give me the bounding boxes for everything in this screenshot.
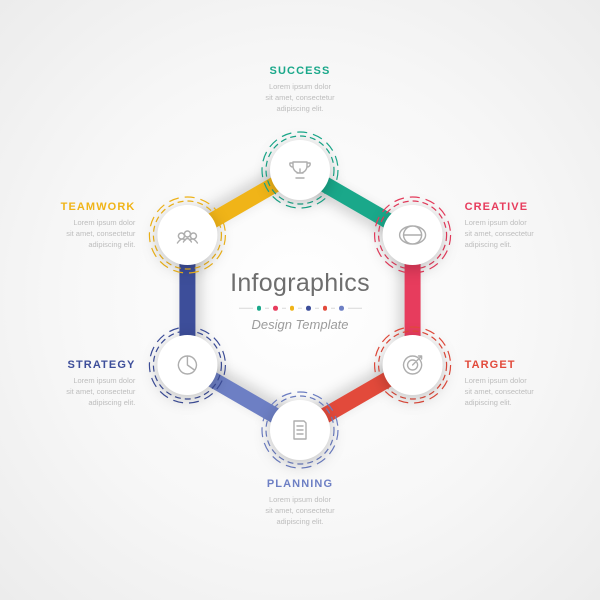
connector-strategy-teamwork: [179, 252, 195, 349]
connector-creative-target: [405, 252, 421, 349]
node-target: [375, 327, 451, 403]
center-title: Infographics: [200, 269, 400, 298]
node-strategy: [149, 327, 225, 403]
center-dotbar: [200, 306, 400, 311]
node-creative: [375, 197, 451, 273]
center-block: Infographics Design Template: [200, 269, 400, 332]
center-subtitle: Design Template: [200, 316, 400, 331]
node-success: [262, 132, 338, 208]
node-planning: [262, 392, 338, 468]
node-teamwork: [149, 197, 225, 273]
